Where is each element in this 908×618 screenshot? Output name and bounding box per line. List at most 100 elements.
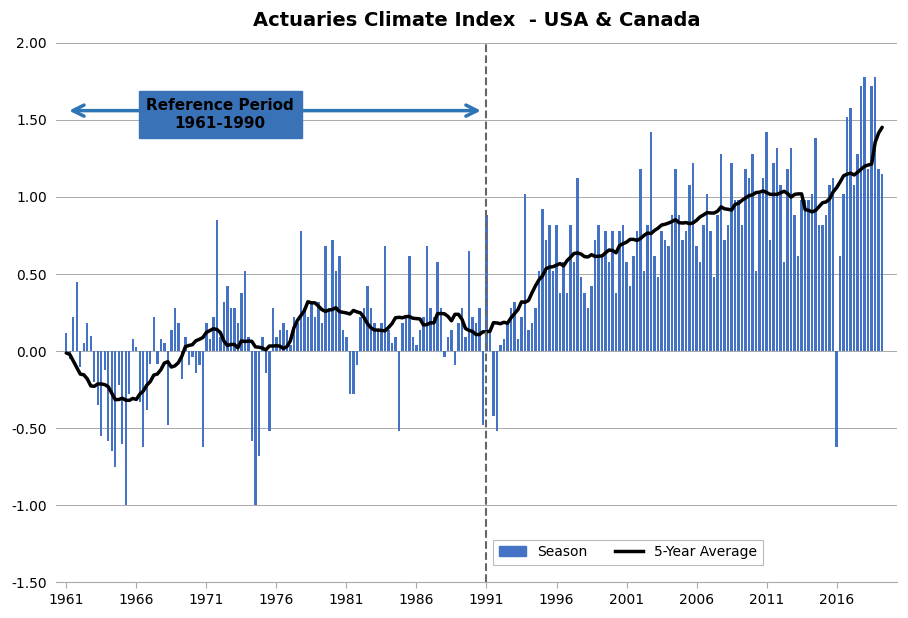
Bar [499,345,502,351]
Bar [783,262,785,351]
Bar [373,323,376,351]
Bar [605,231,607,351]
Bar [215,220,218,351]
Bar [734,200,736,351]
Bar [724,240,725,351]
Bar [145,351,148,410]
Bar [132,339,134,351]
Bar [752,154,754,351]
Bar [864,77,866,351]
Bar [237,323,239,351]
Bar [496,351,498,431]
Bar [534,308,537,351]
Bar [104,351,106,370]
Bar [262,337,263,351]
Bar [439,308,442,351]
Bar [835,351,838,447]
Bar [384,247,386,351]
Bar [485,216,488,351]
Bar [678,216,680,351]
Bar [681,240,684,351]
Bar [167,351,169,425]
Bar [429,308,431,351]
Bar [362,308,365,351]
Bar [703,225,705,351]
Bar [226,286,229,351]
Bar [289,345,291,351]
Bar [258,351,260,456]
Bar [660,231,663,351]
Bar [458,323,459,351]
Bar [377,329,380,351]
Bar [762,179,765,351]
Bar [170,329,173,351]
Bar [219,337,222,351]
Bar [713,277,716,351]
Bar [828,185,831,351]
Bar [209,339,211,351]
Bar [121,351,123,444]
Bar [279,329,281,351]
Bar [794,216,795,351]
Bar [90,336,92,351]
Bar [153,317,155,351]
Bar [443,351,446,357]
Bar [850,108,852,351]
Bar [790,148,793,351]
Bar [590,286,593,351]
Bar [797,256,799,351]
Bar [111,351,113,451]
Bar [664,240,666,351]
Bar [139,351,141,402]
Bar [233,308,235,351]
Bar [411,337,414,351]
Bar [79,351,82,366]
Bar [860,86,863,351]
Bar [475,323,478,351]
Bar [202,351,204,447]
Bar [528,329,529,351]
Bar [675,169,676,351]
Bar [646,225,648,351]
Bar [275,337,278,351]
Bar [331,240,333,351]
Bar [192,351,193,357]
Bar [639,169,642,351]
Bar [356,351,358,365]
Bar [801,200,803,351]
Bar [601,256,603,351]
Bar [545,240,548,351]
Bar [643,271,646,351]
Bar [422,317,425,351]
Bar [818,225,820,351]
Bar [205,323,208,351]
Bar [696,247,697,351]
Bar [822,225,824,351]
Bar [387,329,390,351]
Bar [65,332,67,351]
Bar [300,231,302,351]
Bar [345,337,348,351]
Bar [881,174,883,351]
Bar [247,337,250,351]
Bar [251,351,253,441]
Bar [83,344,85,351]
Bar [394,337,397,351]
Bar [811,194,814,351]
Bar [871,86,873,351]
Bar [632,256,635,351]
Bar [517,339,519,351]
Legend: Season, 5-Year Average: Season, 5-Year Average [493,540,763,565]
Bar [321,323,323,351]
Bar [566,292,568,351]
Bar [503,339,505,351]
Bar [311,302,312,351]
Bar [804,200,806,351]
Bar [769,240,771,351]
Bar [594,240,597,351]
Bar [124,351,127,506]
Bar [94,351,95,382]
Bar [607,262,610,351]
Bar [128,351,131,394]
Bar [135,347,137,351]
